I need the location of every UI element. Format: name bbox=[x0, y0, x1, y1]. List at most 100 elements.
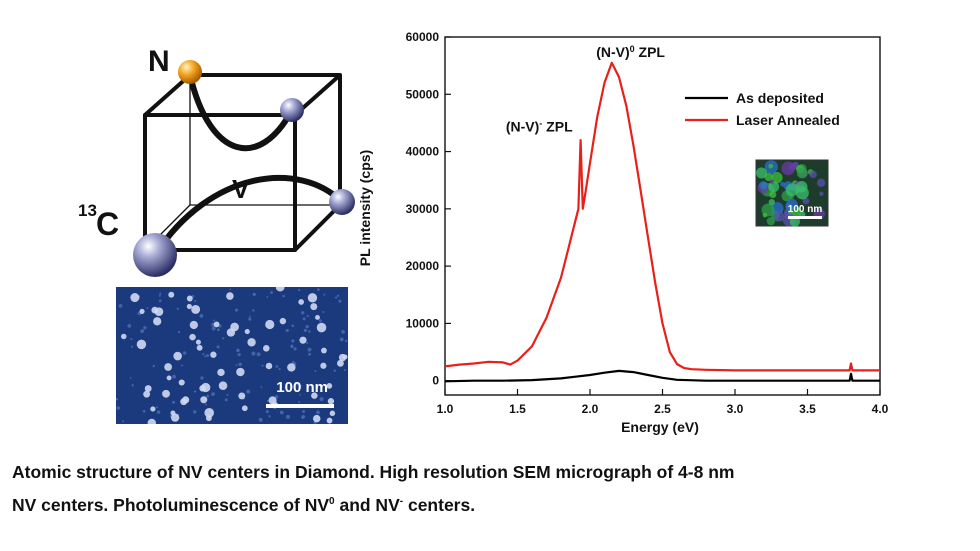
sem-particle bbox=[144, 385, 152, 392]
sem-noise bbox=[285, 328, 289, 333]
sem-noise bbox=[308, 352, 312, 356]
series-line-laser-annealed bbox=[444, 61, 880, 372]
x-tick-label: 4.0 bbox=[872, 402, 889, 416]
sem-particle bbox=[316, 322, 327, 333]
sem-particle bbox=[121, 333, 127, 340]
inset-speckle bbox=[816, 178, 826, 188]
sem-noise bbox=[298, 401, 301, 404]
inset-speckle bbox=[769, 179, 775, 184]
y-tick-label: 20000 bbox=[406, 259, 440, 273]
sem-particle bbox=[279, 317, 287, 325]
sem-noise bbox=[152, 364, 155, 368]
sem-noise bbox=[278, 368, 281, 371]
sem-particle bbox=[168, 291, 175, 298]
sem-particle bbox=[320, 362, 327, 369]
sem-noise bbox=[158, 299, 162, 303]
sem-particle bbox=[205, 415, 212, 422]
sem-particle bbox=[147, 418, 156, 424]
inset-speckle bbox=[769, 191, 777, 199]
sem-particle bbox=[298, 299, 304, 305]
sem-particle bbox=[275, 287, 285, 292]
sem-noise bbox=[182, 351, 187, 355]
sem-noise bbox=[291, 339, 295, 343]
inset-speckle bbox=[771, 172, 783, 184]
sem-particle bbox=[315, 315, 320, 320]
peak-annotation: (N-V)0 ZPL bbox=[596, 44, 665, 60]
sem-noise bbox=[322, 311, 325, 313]
sem-noise bbox=[204, 403, 207, 406]
sem-particle bbox=[299, 336, 307, 344]
chart-annotations: (N-V)0 ZPL (N-V)- ZPL bbox=[506, 44, 666, 134]
sem-particles bbox=[116, 287, 348, 424]
sem-noise bbox=[193, 390, 197, 393]
sem-noise bbox=[177, 330, 181, 334]
pl-spectrum-chart: 1.0 1.5 2.0 2.5 3.0 3.5 4.0 0 10000 20000 30000 400… bbox=[357, 30, 889, 435]
sem-noise bbox=[293, 347, 297, 351]
sem-noise bbox=[339, 337, 344, 342]
sem-noise bbox=[200, 376, 204, 380]
sem-noise bbox=[211, 392, 215, 396]
inset-image: 100 nm bbox=[755, 159, 829, 227]
sem-particle bbox=[310, 303, 318, 311]
sem-noise bbox=[299, 393, 301, 396]
chart-ticks: 1.0 1.5 2.0 2.5 3.0 3.5 4.0 0 10000 20000 30000 400… bbox=[406, 30, 889, 416]
legend-label: As deposited bbox=[736, 90, 824, 106]
sem-noise bbox=[261, 364, 264, 367]
sem-noise bbox=[252, 292, 256, 297]
sem-noise bbox=[338, 299, 342, 303]
carbon-13-atom bbox=[133, 233, 177, 277]
inset-speckle bbox=[796, 167, 808, 179]
sem-particle bbox=[136, 339, 147, 350]
nitrogen-atom bbox=[178, 60, 202, 84]
sem-particle bbox=[287, 363, 296, 372]
sem-noise bbox=[199, 314, 204, 318]
sem-noise bbox=[308, 330, 311, 333]
sem-noise bbox=[285, 414, 290, 419]
sem-particle bbox=[213, 321, 220, 328]
y-axis-label: PL intensity (cps) bbox=[357, 150, 373, 266]
x-tick-label: 1.0 bbox=[437, 402, 454, 416]
sem-particle bbox=[186, 295, 193, 302]
y-tick-label: 30000 bbox=[406, 202, 440, 216]
inset-speckle bbox=[768, 181, 780, 193]
inset-speckle bbox=[758, 181, 768, 190]
sem-noise bbox=[172, 400, 176, 404]
sem-particle bbox=[186, 303, 192, 310]
sem-noise bbox=[279, 410, 284, 415]
label-c-mass: 13 bbox=[78, 201, 97, 220]
sem-particle bbox=[244, 329, 250, 335]
sem-particle bbox=[210, 351, 217, 358]
sem-particle bbox=[247, 338, 256, 347]
sem-particle bbox=[191, 304, 201, 314]
sem-particle bbox=[307, 293, 318, 303]
sem-particle bbox=[201, 382, 211, 393]
sem-noise bbox=[246, 389, 251, 394]
sem-particle bbox=[326, 417, 333, 424]
sem-particle bbox=[196, 344, 203, 351]
sem-noise bbox=[211, 326, 216, 331]
sem-particle bbox=[312, 414, 321, 423]
sem-particle bbox=[326, 383, 333, 389]
sem-particle bbox=[236, 367, 245, 377]
sem-particle bbox=[195, 339, 201, 345]
sem-noise bbox=[131, 345, 134, 348]
sem-noise bbox=[306, 342, 309, 345]
sem-particle bbox=[189, 333, 196, 341]
sem-particle bbox=[139, 308, 145, 314]
sem-particle bbox=[170, 413, 180, 422]
sem-micrograph: 100 nm bbox=[116, 287, 348, 424]
sem-particle bbox=[238, 392, 246, 400]
inset-scale-label: 100 nm bbox=[788, 204, 823, 215]
sem-noise bbox=[176, 307, 180, 310]
sem-particle bbox=[173, 351, 182, 361]
sem-noise bbox=[118, 303, 123, 308]
caption-line-2: NV centers. Photoluminescence of NV0 and… bbox=[12, 494, 476, 515]
sem-noise bbox=[143, 326, 147, 330]
sem-particle bbox=[204, 408, 214, 418]
sem-noise bbox=[155, 406, 158, 409]
sem-noise bbox=[235, 364, 238, 367]
sem-noise bbox=[146, 307, 149, 309]
sem-noise bbox=[305, 325, 309, 329]
sem-noise bbox=[251, 351, 256, 356]
label-c: C bbox=[96, 206, 119, 242]
